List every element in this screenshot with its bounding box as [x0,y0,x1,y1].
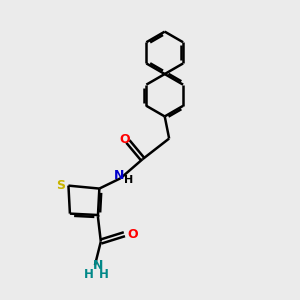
Text: H: H [99,268,109,281]
Text: O: O [127,228,138,241]
Text: N: N [114,169,124,182]
Text: O: O [119,134,130,146]
Text: S: S [56,178,65,191]
Text: H: H [124,175,134,185]
Text: N: N [93,259,103,272]
Text: H: H [84,268,94,281]
